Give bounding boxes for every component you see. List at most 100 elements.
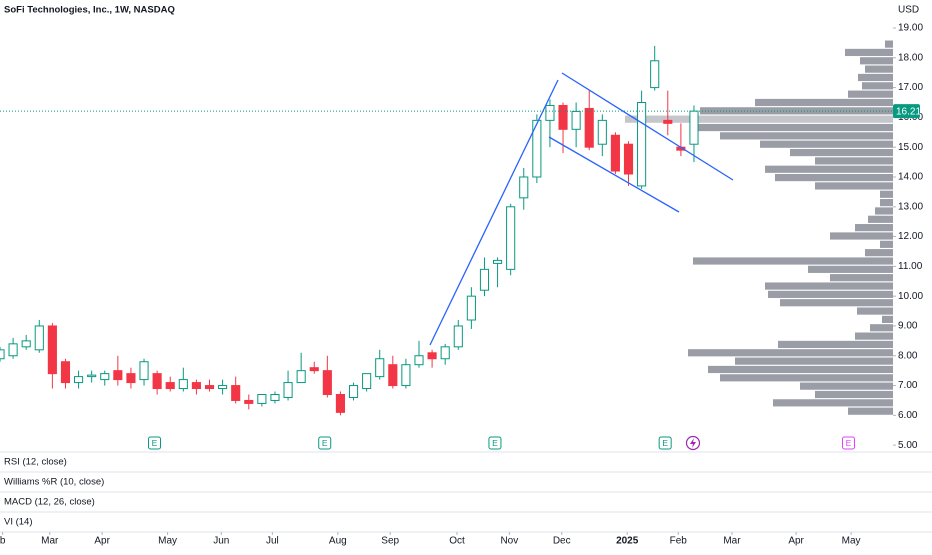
candle-body bbox=[375, 358, 385, 378]
candle-body bbox=[244, 399, 254, 404]
x-tick-label: 2025 bbox=[616, 536, 639, 547]
profile-bar bbox=[778, 340, 893, 349]
candle-body bbox=[584, 107, 594, 148]
candle-body bbox=[623, 143, 634, 175]
profile-bar bbox=[720, 132, 893, 140]
candle-body bbox=[283, 382, 293, 398]
event-label: E bbox=[846, 438, 852, 448]
event-label: E bbox=[662, 438, 668, 448]
profile-bar bbox=[865, 65, 893, 73]
y-tick-label: 18.00 bbox=[898, 52, 923, 63]
profile-bar bbox=[773, 399, 893, 407]
y-tick-label: 9.00 bbox=[898, 321, 918, 332]
candle-body bbox=[388, 364, 398, 387]
candle-body bbox=[663, 119, 673, 124]
candle-body bbox=[165, 382, 175, 390]
last-price-label: 16.21 bbox=[896, 106, 921, 117]
profile-bar bbox=[868, 215, 893, 223]
volume-profile bbox=[625, 40, 893, 415]
candle-body bbox=[218, 385, 228, 390]
x-tick-label: Jun bbox=[213, 536, 229, 547]
last-price-box bbox=[893, 104, 920, 119]
profile-bar bbox=[860, 57, 893, 65]
dividend-icon bbox=[685, 435, 701, 451]
x-tick-label: Apr bbox=[94, 536, 110, 547]
candle-body bbox=[479, 268, 490, 291]
profile-bar bbox=[855, 224, 893, 232]
candle-body bbox=[34, 325, 44, 351]
candle-body bbox=[493, 259, 503, 264]
candle-body bbox=[689, 110, 699, 145]
candle-body bbox=[348, 385, 359, 398]
profile-bar bbox=[768, 290, 893, 298]
profile-bar bbox=[880, 199, 893, 207]
x-tick-label: Mar bbox=[723, 536, 741, 547]
event-label: E bbox=[152, 438, 158, 448]
y-tick-label: 17.00 bbox=[898, 82, 923, 93]
candle-body bbox=[414, 355, 424, 366]
profile-bar bbox=[830, 274, 893, 282]
event-label: E bbox=[492, 438, 498, 448]
profile-bar bbox=[625, 115, 893, 123]
profile-bar bbox=[720, 374, 893, 382]
candle-body bbox=[597, 119, 607, 145]
y-tick-label: 19.00 bbox=[898, 23, 923, 34]
y-tick-label: 13.00 bbox=[898, 201, 923, 212]
candle-body bbox=[257, 393, 267, 404]
y-tick-label: 5.00 bbox=[898, 440, 918, 451]
candle-body bbox=[178, 379, 188, 390]
profile-bar bbox=[870, 324, 893, 332]
y-tick-label: 11.00 bbox=[898, 261, 923, 272]
profile-bar bbox=[815, 182, 893, 190]
profile-bar bbox=[858, 73, 893, 82]
candle-body bbox=[322, 370, 332, 395]
bolt bbox=[690, 438, 696, 448]
y-tick-label: 7.00 bbox=[898, 380, 918, 391]
y-tick-label: 6.00 bbox=[898, 410, 918, 421]
x-tick-label: Mar bbox=[41, 536, 59, 547]
profile-bar bbox=[735, 357, 893, 365]
candle-body bbox=[453, 325, 463, 348]
candle-body bbox=[519, 176, 529, 199]
y-tick-label: 12.00 bbox=[898, 231, 923, 242]
candle-body bbox=[152, 373, 162, 390]
x-tick-label: b bbox=[0, 536, 6, 547]
candle-body bbox=[8, 343, 18, 357]
candle-body bbox=[610, 134, 620, 172]
profile-bar bbox=[700, 107, 893, 115]
candle-body bbox=[440, 346, 450, 360]
x-tick-label: Oct bbox=[449, 536, 465, 547]
profile-bar bbox=[780, 299, 893, 307]
candle-body bbox=[113, 370, 123, 381]
candle-body bbox=[204, 385, 215, 390]
x-tick-label: Aug bbox=[329, 536, 347, 547]
profile-bar bbox=[775, 173, 893, 182]
candle-body bbox=[0, 349, 5, 360]
profile-bar bbox=[862, 82, 893, 90]
profile-bar bbox=[855, 332, 893, 340]
profile-bar bbox=[808, 265, 893, 273]
candle-body bbox=[100, 373, 110, 381]
profile-bar bbox=[815, 157, 893, 165]
candle-body bbox=[466, 295, 476, 321]
profile-bar bbox=[845, 48, 893, 57]
profile-bar bbox=[880, 240, 893, 248]
profile-bar bbox=[760, 140, 893, 148]
profile-bar bbox=[688, 349, 893, 357]
candle-body bbox=[139, 361, 149, 381]
profile-bar bbox=[885, 40, 893, 48]
x-tick-label: Apr bbox=[788, 536, 804, 547]
profile-bar bbox=[765, 282, 893, 290]
y-axis: 5.00 6.00 7.00 8.00 9.00 10.00 11.00 12.00 13.00… bbox=[893, 23, 923, 451]
event-marker bbox=[148, 436, 162, 450]
profile-bar bbox=[765, 165, 893, 173]
candle-body bbox=[296, 370, 306, 384]
currency: USD bbox=[898, 5, 919, 16]
candles bbox=[0, 45, 699, 416]
x-tick-label: Sep bbox=[381, 536, 399, 547]
event-marker bbox=[658, 436, 672, 450]
x-tick-label: May bbox=[842, 536, 861, 547]
indicator-panes: RSI (12, close) Williams %R (10, close) MA… bbox=[0, 451, 932, 528]
